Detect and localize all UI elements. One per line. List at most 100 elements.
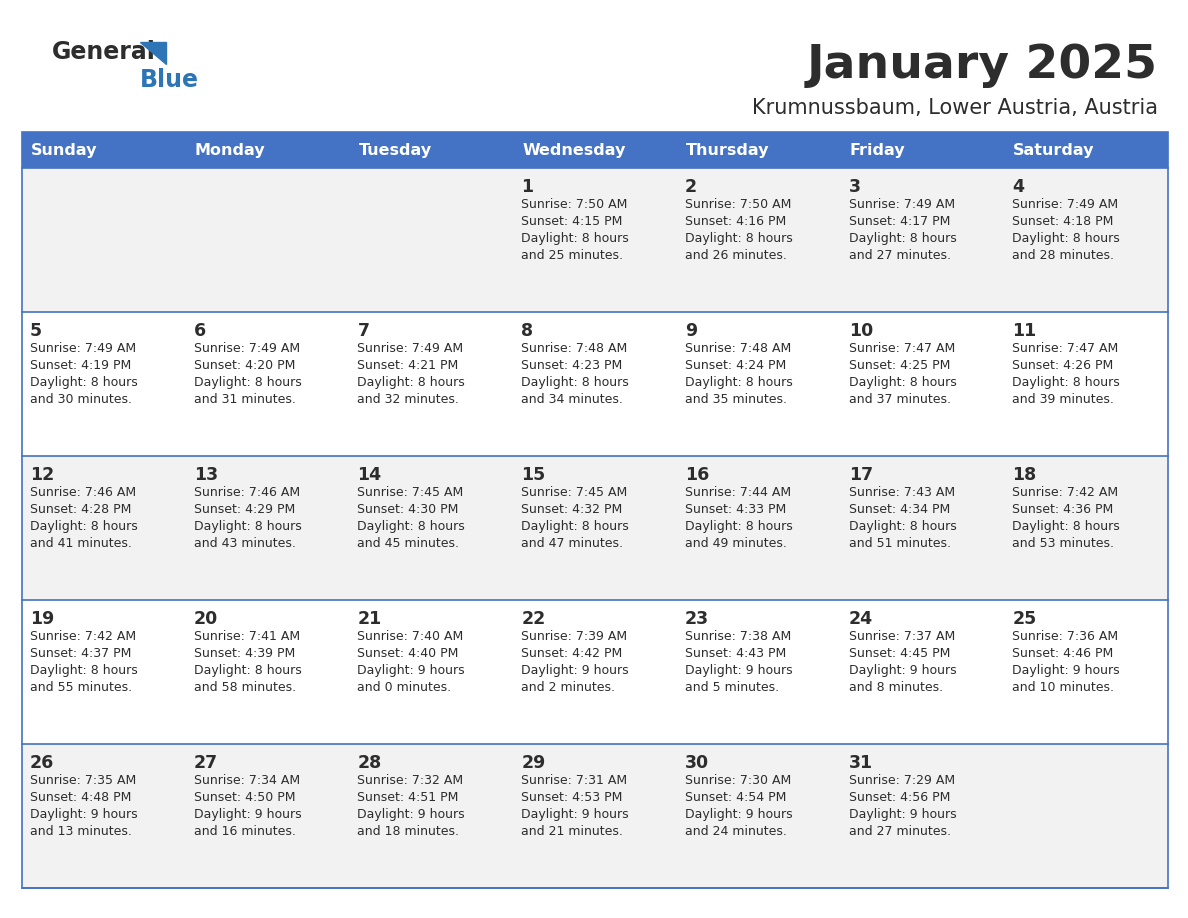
- Text: 2: 2: [684, 178, 697, 196]
- Text: Sunset: 4:18 PM: Sunset: 4:18 PM: [1012, 215, 1113, 228]
- Text: Sunrise: 7:48 AM: Sunrise: 7:48 AM: [684, 342, 791, 355]
- Text: Sunset: 4:21 PM: Sunset: 4:21 PM: [358, 359, 459, 372]
- Text: Daylight: 9 hours: Daylight: 9 hours: [684, 664, 792, 677]
- Text: Sunrise: 7:41 AM: Sunrise: 7:41 AM: [194, 630, 299, 643]
- Text: and 37 minutes.: and 37 minutes.: [848, 393, 950, 406]
- Text: Daylight: 8 hours: Daylight: 8 hours: [30, 520, 138, 533]
- Text: Sunset: 4:33 PM: Sunset: 4:33 PM: [684, 503, 786, 516]
- Text: and 32 minutes.: and 32 minutes.: [358, 393, 460, 406]
- Text: Sunrise: 7:39 AM: Sunrise: 7:39 AM: [522, 630, 627, 643]
- Text: 28: 28: [358, 754, 381, 772]
- Text: and 28 minutes.: and 28 minutes.: [1012, 249, 1114, 262]
- Bar: [23, 744, 1168, 888]
- Text: and 39 minutes.: and 39 minutes.: [1012, 393, 1114, 406]
- Text: Sunset: 4:36 PM: Sunset: 4:36 PM: [1012, 503, 1113, 516]
- Text: 24: 24: [848, 610, 873, 628]
- Bar: [677, 132, 841, 168]
- Text: Krumnussbaum, Lower Austria, Austria: Krumnussbaum, Lower Austria, Austria: [752, 98, 1158, 118]
- Text: 18: 18: [1012, 466, 1037, 484]
- Text: Sunset: 4:23 PM: Sunset: 4:23 PM: [522, 359, 623, 372]
- Text: and 13 minutes.: and 13 minutes.: [30, 825, 132, 838]
- Text: Blue: Blue: [140, 68, 200, 92]
- Text: 16: 16: [684, 466, 709, 484]
- Text: Daylight: 8 hours: Daylight: 8 hours: [522, 232, 628, 245]
- Text: Sunset: 4:56 PM: Sunset: 4:56 PM: [848, 791, 950, 804]
- Text: 3: 3: [848, 178, 860, 196]
- Text: and 21 minutes.: and 21 minutes.: [522, 825, 623, 838]
- Text: Sunrise: 7:42 AM: Sunrise: 7:42 AM: [30, 630, 137, 643]
- Text: and 30 minutes.: and 30 minutes.: [30, 393, 132, 406]
- Bar: [1004, 132, 1168, 168]
- Text: Sunrise: 7:38 AM: Sunrise: 7:38 AM: [684, 630, 791, 643]
- Bar: [23, 312, 1168, 456]
- Text: and 53 minutes.: and 53 minutes.: [1012, 537, 1114, 550]
- Text: Sunrise: 7:50 AM: Sunrise: 7:50 AM: [522, 198, 627, 211]
- Text: Daylight: 8 hours: Daylight: 8 hours: [848, 376, 956, 389]
- Text: and 18 minutes.: and 18 minutes.: [358, 825, 460, 838]
- Text: Sunrise: 7:35 AM: Sunrise: 7:35 AM: [30, 774, 137, 787]
- Text: Sunrise: 7:47 AM: Sunrise: 7:47 AM: [1012, 342, 1119, 355]
- Text: Sunrise: 7:40 AM: Sunrise: 7:40 AM: [358, 630, 463, 643]
- Text: Sunset: 4:37 PM: Sunset: 4:37 PM: [30, 647, 132, 660]
- Text: and 25 minutes.: and 25 minutes.: [522, 249, 624, 262]
- Text: Sunset: 4:17 PM: Sunset: 4:17 PM: [848, 215, 950, 228]
- Text: Sunrise: 7:49 AM: Sunrise: 7:49 AM: [1012, 198, 1118, 211]
- Polygon shape: [140, 42, 166, 64]
- Text: and 27 minutes.: and 27 minutes.: [848, 249, 950, 262]
- Text: Daylight: 8 hours: Daylight: 8 hours: [848, 232, 956, 245]
- Text: Sunrise: 7:49 AM: Sunrise: 7:49 AM: [30, 342, 137, 355]
- Text: 30: 30: [684, 754, 709, 772]
- Text: Daylight: 8 hours: Daylight: 8 hours: [194, 664, 302, 677]
- Text: and 35 minutes.: and 35 minutes.: [684, 393, 786, 406]
- Text: Sunrise: 7:42 AM: Sunrise: 7:42 AM: [1012, 486, 1118, 499]
- Bar: [349, 132, 513, 168]
- Text: Sunrise: 7:45 AM: Sunrise: 7:45 AM: [358, 486, 463, 499]
- Text: and 43 minutes.: and 43 minutes.: [194, 537, 296, 550]
- Text: 17: 17: [848, 466, 873, 484]
- Text: January 2025: January 2025: [807, 42, 1158, 87]
- Text: Sunrise: 7:32 AM: Sunrise: 7:32 AM: [358, 774, 463, 787]
- Text: and 2 minutes.: and 2 minutes.: [522, 681, 615, 694]
- Text: and 34 minutes.: and 34 minutes.: [522, 393, 623, 406]
- Text: 25: 25: [1012, 610, 1037, 628]
- Text: Sunrise: 7:49 AM: Sunrise: 7:49 AM: [194, 342, 299, 355]
- Bar: [185, 132, 349, 168]
- Text: Daylight: 8 hours: Daylight: 8 hours: [1012, 376, 1120, 389]
- Text: Sunset: 4:32 PM: Sunset: 4:32 PM: [522, 503, 623, 516]
- Text: Sunrise: 7:30 AM: Sunrise: 7:30 AM: [684, 774, 791, 787]
- Text: Sunset: 4:15 PM: Sunset: 4:15 PM: [522, 215, 623, 228]
- Text: 11: 11: [1012, 322, 1037, 340]
- Text: 7: 7: [358, 322, 369, 340]
- Text: Sunset: 4:53 PM: Sunset: 4:53 PM: [522, 791, 623, 804]
- Text: Daylight: 9 hours: Daylight: 9 hours: [848, 808, 956, 821]
- Text: and 58 minutes.: and 58 minutes.: [194, 681, 296, 694]
- Text: Sunrise: 7:31 AM: Sunrise: 7:31 AM: [522, 774, 627, 787]
- Text: Daylight: 9 hours: Daylight: 9 hours: [522, 808, 628, 821]
- Text: 29: 29: [522, 754, 545, 772]
- Text: Daylight: 8 hours: Daylight: 8 hours: [848, 520, 956, 533]
- Text: and 24 minutes.: and 24 minutes.: [684, 825, 786, 838]
- Text: Sunset: 4:43 PM: Sunset: 4:43 PM: [684, 647, 786, 660]
- Text: and 5 minutes.: and 5 minutes.: [684, 681, 779, 694]
- Text: 31: 31: [848, 754, 873, 772]
- Text: Sunrise: 7:49 AM: Sunrise: 7:49 AM: [358, 342, 463, 355]
- Text: Daylight: 8 hours: Daylight: 8 hours: [684, 520, 792, 533]
- Text: Sunset: 4:51 PM: Sunset: 4:51 PM: [358, 791, 459, 804]
- Text: Daylight: 8 hours: Daylight: 8 hours: [30, 376, 138, 389]
- Text: Daylight: 8 hours: Daylight: 8 hours: [684, 376, 792, 389]
- Bar: [23, 132, 185, 168]
- Text: and 49 minutes.: and 49 minutes.: [684, 537, 786, 550]
- Text: 19: 19: [30, 610, 55, 628]
- Text: and 47 minutes.: and 47 minutes.: [522, 537, 624, 550]
- Text: Sunset: 4:40 PM: Sunset: 4:40 PM: [358, 647, 459, 660]
- Text: Sunrise: 7:48 AM: Sunrise: 7:48 AM: [522, 342, 627, 355]
- Text: Sunset: 4:16 PM: Sunset: 4:16 PM: [684, 215, 786, 228]
- Bar: [23, 168, 1168, 312]
- Text: Sunday: Sunday: [31, 142, 97, 158]
- Text: Sunset: 4:50 PM: Sunset: 4:50 PM: [194, 791, 295, 804]
- Bar: [23, 132, 1168, 888]
- Text: Sunset: 4:46 PM: Sunset: 4:46 PM: [1012, 647, 1113, 660]
- Text: Daylight: 8 hours: Daylight: 8 hours: [522, 376, 628, 389]
- Text: and 55 minutes.: and 55 minutes.: [30, 681, 132, 694]
- Text: 15: 15: [522, 466, 545, 484]
